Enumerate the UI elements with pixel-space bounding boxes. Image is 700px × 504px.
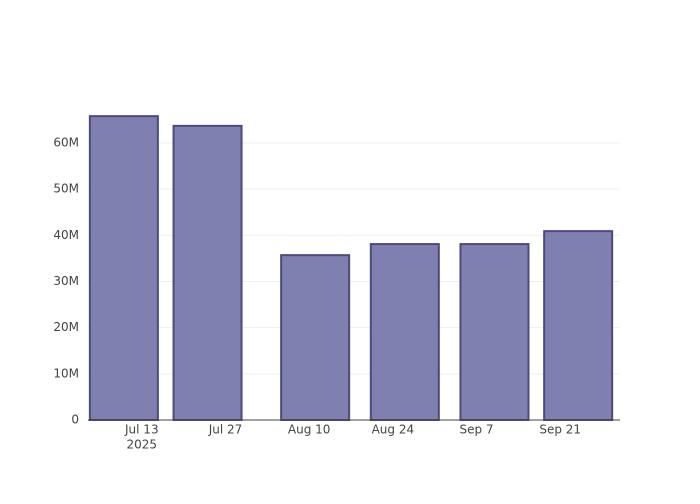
x-tick-year: 2025 <box>127 438 158 452</box>
x-tick-label: Sep 7 <box>460 423 494 437</box>
bar <box>172 124 243 422</box>
x-tick-label: Aug 10 <box>288 423 331 437</box>
y-tick-label: 10M <box>53 366 79 380</box>
y-tick-label: 20M <box>53 320 79 334</box>
x-tick-label: Jul 13 <box>124 423 159 437</box>
y-tick-label: 30M <box>53 274 79 288</box>
y-tick-label: 0 <box>71 413 79 427</box>
bar <box>369 243 440 421</box>
y-tick-label: 50M <box>53 182 79 196</box>
x-tick-label: Jul 27 <box>208 423 243 437</box>
bar <box>543 230 614 421</box>
bar <box>88 115 159 421</box>
y-tick-label: 40M <box>53 228 79 242</box>
y-tick-label: 60M <box>53 135 79 149</box>
x-tick-label: Sep 21 <box>539 423 581 437</box>
x-tick-label: Aug 24 <box>372 423 415 437</box>
bar <box>459 243 530 421</box>
bar <box>280 254 351 421</box>
